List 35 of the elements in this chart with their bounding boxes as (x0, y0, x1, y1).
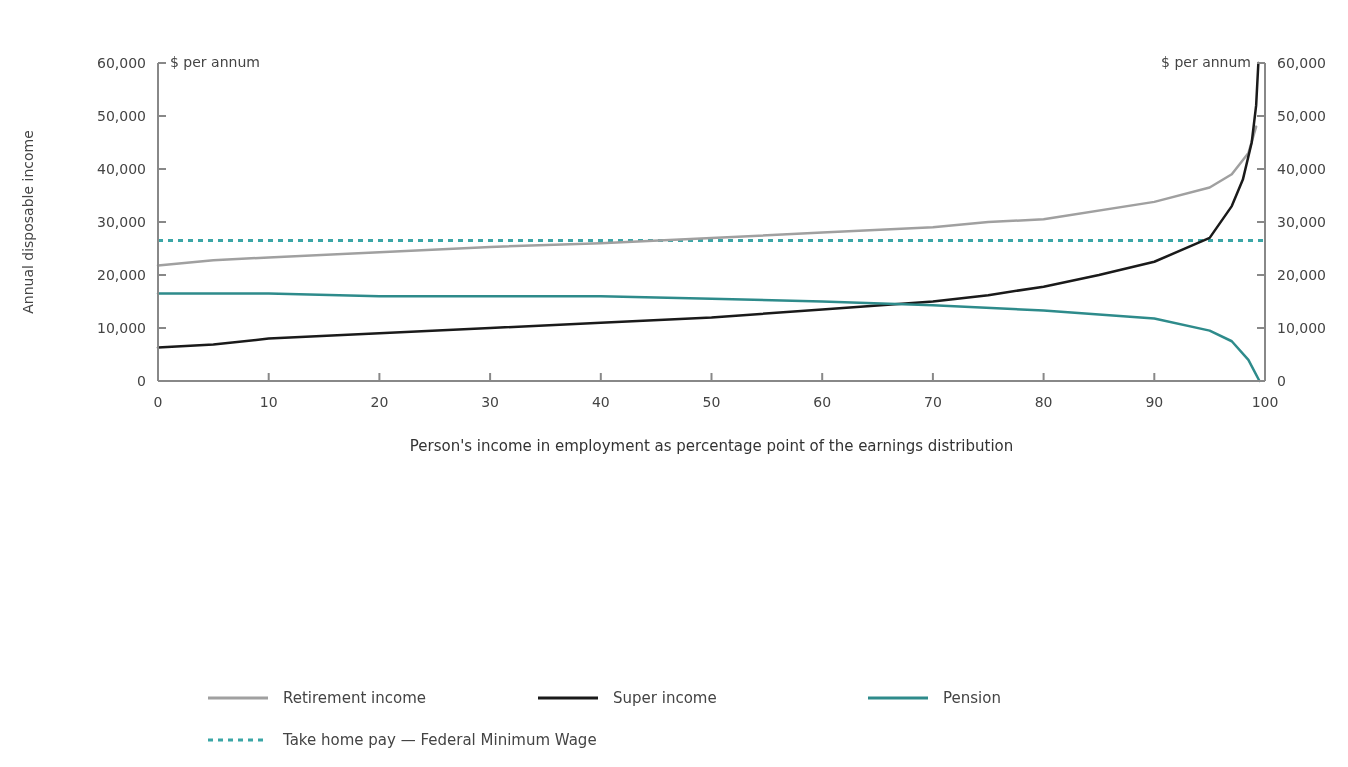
legend-label: Take home pay — Federal Minimum Wage (282, 731, 597, 750)
y2-tick-label: 50,000 (1277, 107, 1326, 124)
y-tick-label: 60,000 (97, 54, 146, 71)
x-tick-label: 60 (813, 394, 832, 410)
y-tick-label: 20,000 (97, 266, 146, 283)
y2-tick-label: 40,000 (1277, 160, 1326, 177)
y-axis-title: Annual disposable income (20, 130, 36, 314)
line-series (156, 292, 1261, 383)
x-tick-label: 40 (591, 394, 610, 410)
annotation: $ per annum (170, 54, 260, 70)
x-tick-label: 70 (923, 394, 942, 410)
x-tick-label: 0 (153, 394, 163, 410)
x-axis-title: Person's income in employment as percentage point of the earnings distribution (409, 437, 1014, 455)
y-tick-label: 50,000 (97, 107, 146, 124)
legend-label: Retirement income (283, 689, 427, 708)
annotation: $ per annum (1161, 54, 1251, 70)
line-series (156, 125, 1258, 267)
y2-tick-label: 30,000 (1277, 213, 1326, 230)
legend-label: Super income (613, 689, 717, 708)
y2-tick-label: 0 (1277, 372, 1286, 389)
x-tick-label: 80 (1034, 394, 1053, 410)
y-tick-label: 30,000 (97, 213, 146, 230)
y2-tick-label: 20,000 (1277, 266, 1326, 283)
x-tick-label: 50 (702, 394, 721, 410)
y-tick-label: 10,000 (97, 319, 146, 336)
x-tick-label: 10 (259, 394, 278, 410)
x-tick-label: 20 (370, 394, 389, 410)
x-tick-label: 100 (1251, 394, 1279, 410)
legend-label: Pension (943, 689, 1001, 708)
y-tick-label: 40,000 (97, 160, 146, 177)
y2-tick-label: 60,000 (1277, 54, 1326, 71)
y2-tick-label: 10,000 (1277, 319, 1326, 336)
x-tick-label: 30 (481, 394, 500, 410)
x-tick-label: 90 (1145, 394, 1164, 410)
y-tick-label: 0 (137, 372, 146, 389)
